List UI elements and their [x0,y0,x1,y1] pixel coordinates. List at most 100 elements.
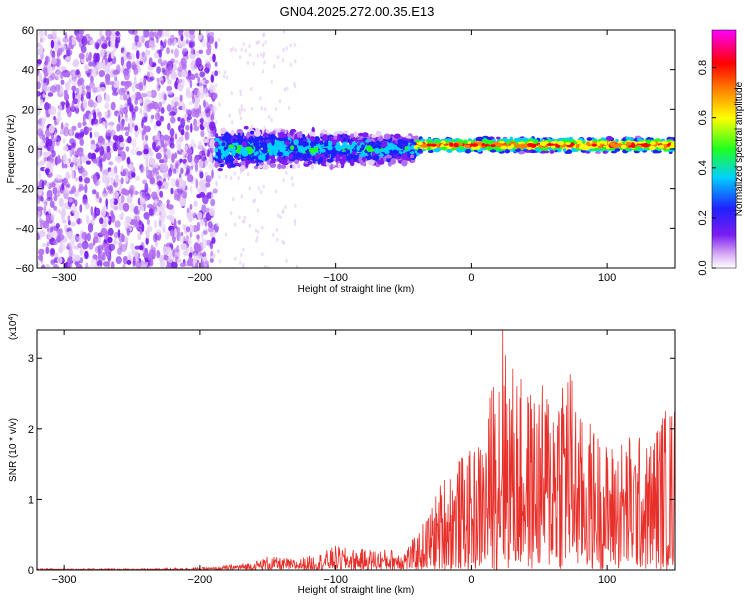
tone-cell [615,138,619,143]
noise-cell [264,107,267,112]
noise-cell [166,104,172,112]
band-cell [259,136,264,142]
noise-cell [188,101,194,106]
tone-cell [476,136,484,142]
noise-cell [169,128,175,137]
noise-cell [60,79,65,85]
noise-cell [90,257,97,265]
noise-cell [149,76,155,81]
noise-cell [129,124,133,135]
noise-cell [77,242,83,249]
noise-cell [196,194,202,199]
tone-cell [421,143,427,148]
noise-cell [46,189,53,200]
noise-cell [64,82,69,90]
noise-cell [129,202,135,213]
band-cell [241,140,247,148]
noise-cell [71,253,78,263]
band-cell [284,156,289,160]
noise-cell [37,187,43,196]
tone-cell [562,148,567,152]
noise-cell [81,151,84,157]
noise-cell [170,177,177,188]
tone-cell [605,135,613,141]
noise-cell [185,124,190,131]
noise-cell [171,99,175,107]
tone-cell [478,147,486,151]
band-cell [245,161,249,168]
noise-cell [63,177,67,186]
spectrogram-y-axis-label: Frequency (Hz) [6,115,17,184]
tone-cell [602,150,608,154]
noise-cell [177,36,181,46]
noise-cell [70,36,77,46]
noise-cell [197,32,203,40]
noise-cell [190,123,193,133]
noise-cell [132,256,136,266]
noise-cell [135,260,142,268]
tone-cell [614,148,621,152]
noise-cell [97,251,102,261]
noise-cell [187,109,192,117]
tone-cell [601,146,607,152]
noise-cell [109,198,115,203]
noise-cell [128,30,135,35]
noise-cell [120,188,128,195]
tone-cell [596,141,601,146]
band-cell [308,160,312,165]
noise-cell [55,84,61,93]
noise-cell [240,107,244,112]
noise-cell [212,188,218,194]
band-cell [314,152,319,160]
noise-cell [121,87,128,94]
noise-cell [41,243,48,248]
noise-cell [257,186,260,191]
noise-cell [71,85,77,92]
noise-cell [82,248,85,254]
noise-cell [212,53,216,63]
noise-cell [128,251,132,260]
noise-cell [115,135,121,142]
noise-cell [186,91,193,99]
chart-title: GN04.2025.272.00.35.E13 [280,4,435,19]
noise-cell [51,150,56,158]
noise-cell [102,193,107,199]
band-cell [373,147,380,154]
noise-cell [64,187,70,194]
noise-cell [42,151,50,157]
noise-cell [134,97,139,106]
noise-cell [262,184,265,189]
band-cell [236,145,242,150]
noise-cell [136,50,140,60]
band-cell [298,146,305,153]
noise-cell [131,82,136,93]
noise-cell [125,216,131,224]
band-cell [262,142,268,149]
noise-cell [256,53,260,58]
noise-cell [156,81,161,92]
noise-cell [207,227,214,233]
noise-cell [180,57,187,68]
noise-cell [174,48,179,58]
noise-cell [74,133,79,139]
noise-cell [224,232,228,237]
noise-cell [189,30,195,35]
noise-cell [154,199,158,205]
tone-cell [477,141,483,146]
snr-y-axis-label: SNR (10 * v/v) [8,418,19,482]
noise-cell [115,174,119,180]
noise-cell [134,124,139,132]
noise-cell [239,116,243,121]
noise-cell [163,154,168,164]
noise-cell [67,230,73,240]
band-cell [262,137,270,141]
noise-cell [190,47,195,55]
noise-cell [105,129,112,137]
noise-cell [136,151,143,156]
noise-cell [282,241,286,245]
noise-cell [237,176,240,181]
noise-cell [190,185,193,195]
tone-cell [468,138,472,142]
noise-cell [42,93,46,98]
noise-cell [231,120,234,125]
